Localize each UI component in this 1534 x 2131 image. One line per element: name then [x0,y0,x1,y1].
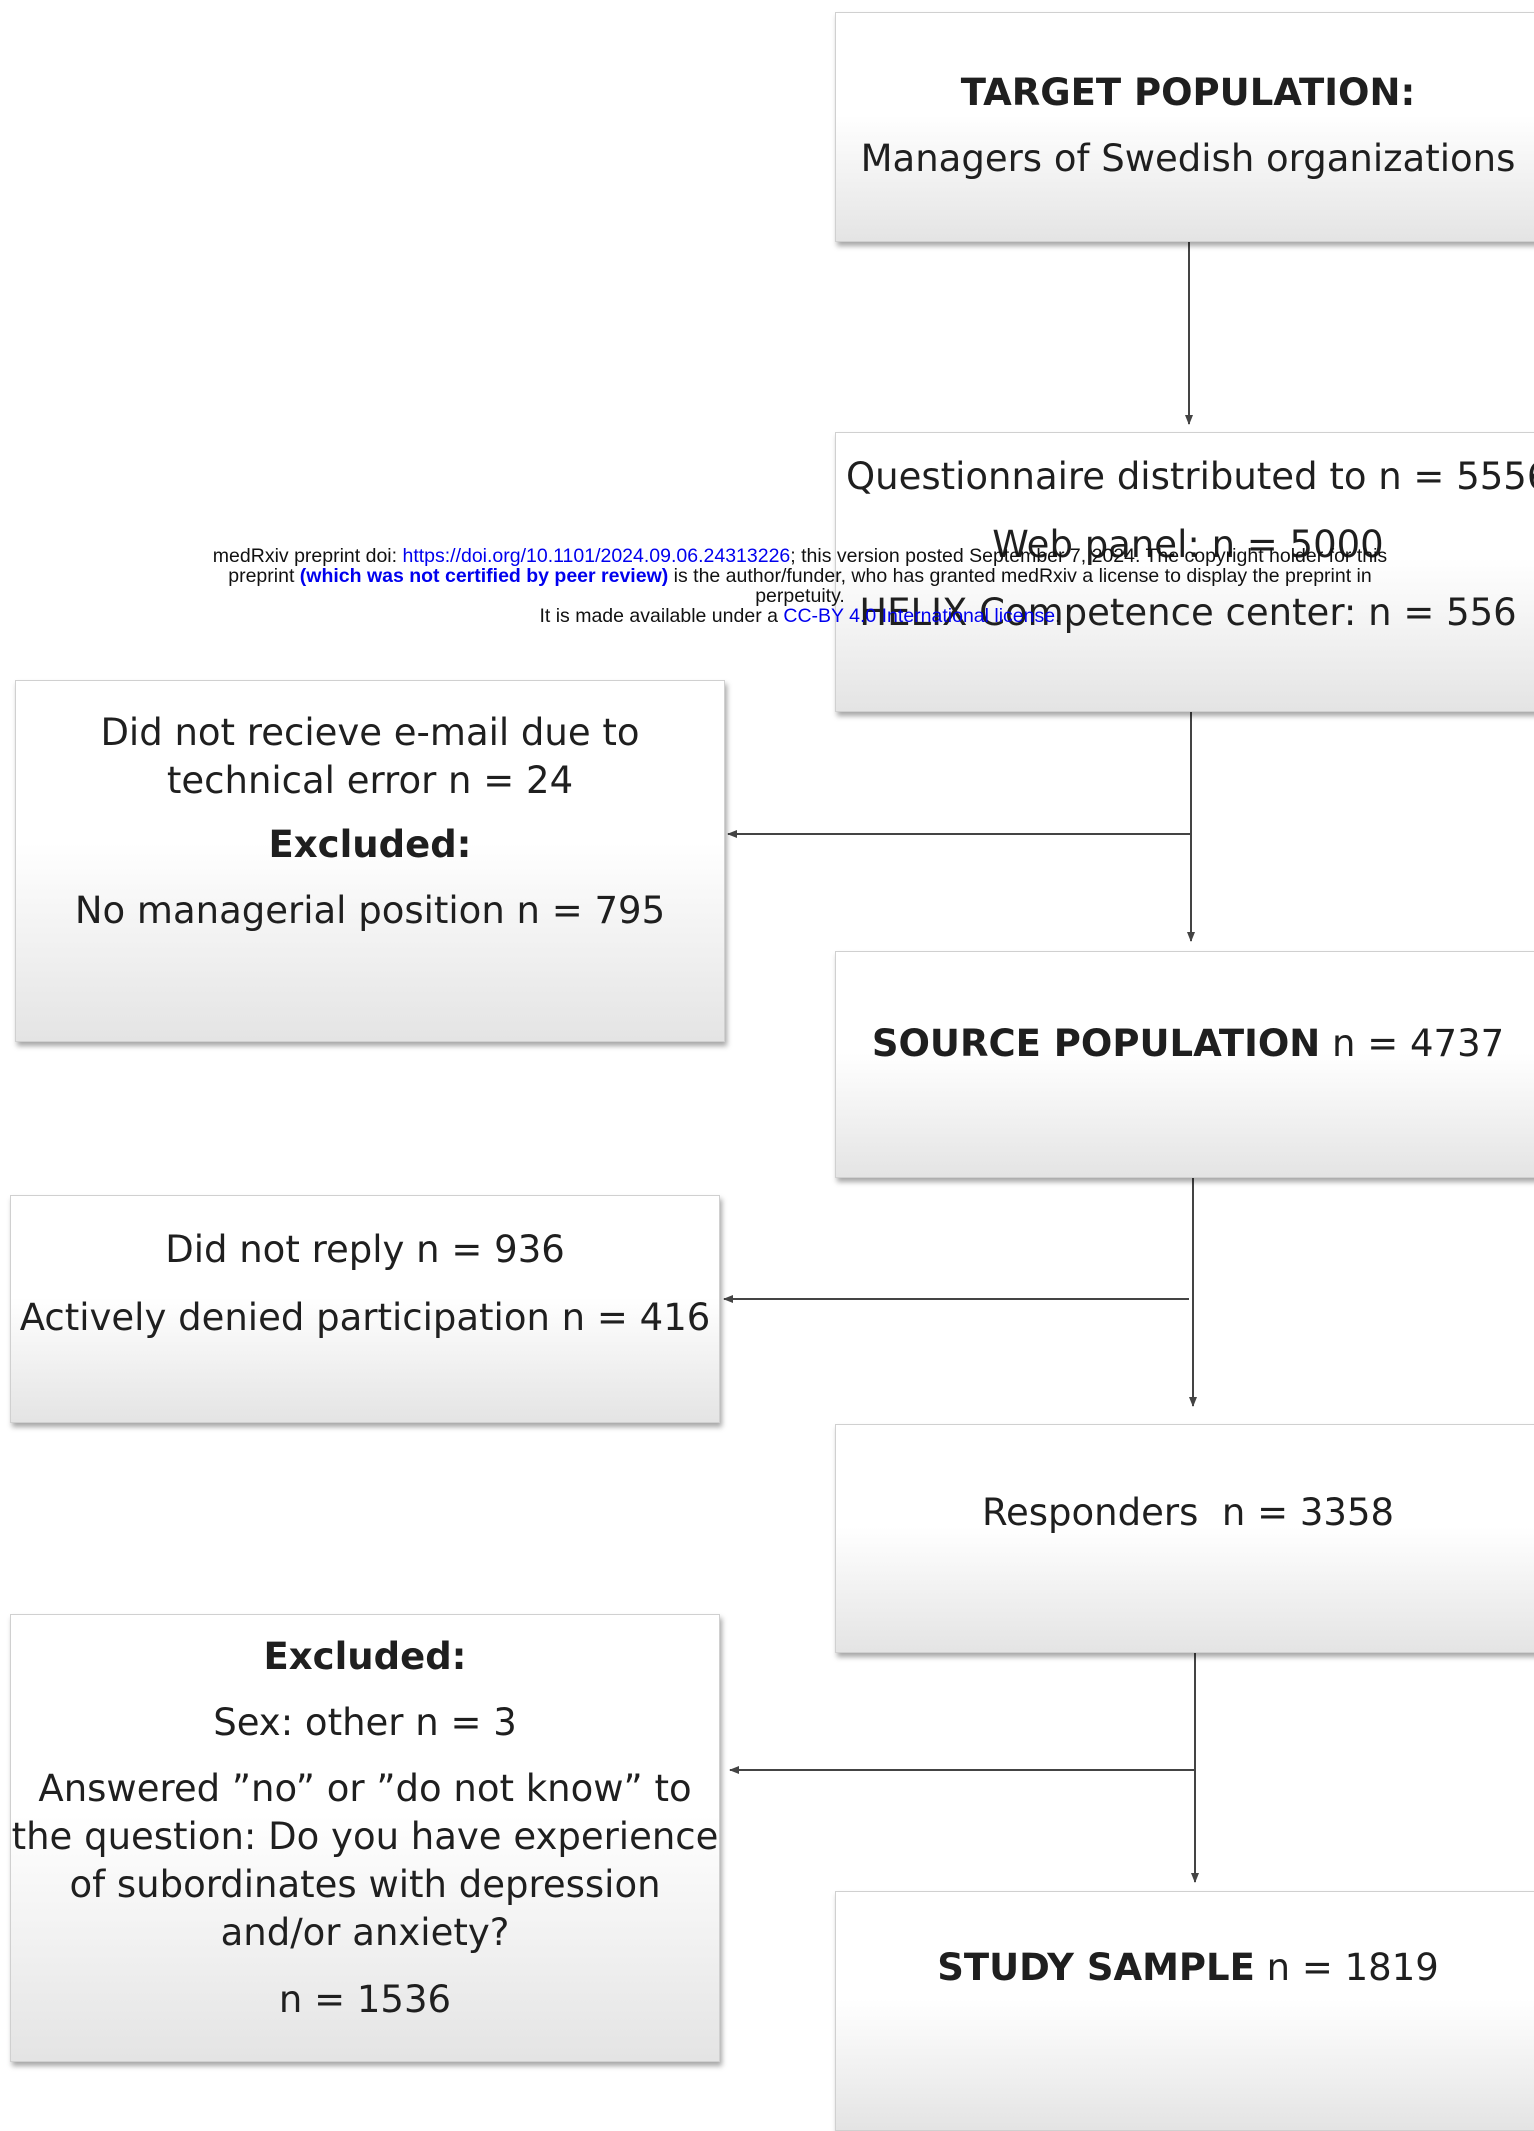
distributed-web-panel: Web panel: n = 5000 [992,523,1384,567]
watermark-line-2: preprint (which was not certified by pee… [90,566,1510,586]
study-sample-label: STUDY SAMPLE n = 1819 [937,1946,1439,1989]
excluded3-count: n = 1536 [278,1977,452,2021]
license-link[interactable]: CC-BY 4.0 International license [783,605,1056,627]
doi-link[interactable]: https://doi.org/10.1101/2024.09.06.24313… [402,545,791,567]
excluded3-heading: Excluded: [263,1635,467,1678]
watermark-line-1: medRxiv preprint doi: https://doi.org/10… [90,546,1510,566]
medrxiv-watermark: medRxiv preprint doi: https://doi.org/10… [90,546,1510,626]
study-sample-box: STUDY SAMPLE n = 1819 [835,1891,1534,2131]
target-text: Managers of Swedish organizations [860,137,1516,181]
source-population-label: SOURCE POPULATION n = 4737 [871,1022,1505,1065]
excluded3-answered-line1: Answered ”no” or ”do not know” to [38,1767,692,1811]
distributed-total: Questionnaire distributed to n = 5556 [846,455,1534,498]
excluded-box-1: Did not recieve e-mail due to technical … [15,680,725,1042]
watermark-period: . [1055,605,1061,627]
watermark-line-3: perpetuity. [755,585,845,607]
watermark-license-grant: is the author/funder, who has granted me… [668,565,1372,587]
target-heading: TARGET POPULATION: [960,71,1416,114]
excluded2-did-not-reply: Did not reply n = 936 [165,1228,565,1271]
target-population-box: TARGET POPULATION: Managers of Swedish o… [835,12,1534,242]
responders-box: Responders n = 3358 [835,1424,1534,1653]
distributed-helix: HELIX Competence center: n = 556 [859,591,1517,635]
excluded3-sex-other: Sex: other n = 3 [213,1701,517,1745]
watermark-line-4: It is made available under a CC-BY 4.0 I… [90,606,1510,626]
source-population-box: SOURCE POPULATION n = 4737 [835,951,1534,1178]
watermark-available: It is made available under a [539,605,784,627]
excluded3-answered-line2: the question: Do you have experience [11,1815,719,1859]
watermark-posted: ; this version posted September 7, 2024.… [790,545,1388,567]
excluded1-email-line1: Did not recieve e-mail due to [100,711,640,754]
watermark-prefix: medRxiv preprint doi: [212,545,403,567]
excluded2-denied: Actively denied participation n = 416 [19,1296,711,1340]
distributed-box: Questionnaire distributed to n = 5556 We… [835,432,1534,712]
excluded3-answered-line4: and/or anxiety? [220,1911,510,1955]
responders-label: Responders n = 3358 [981,1491,1395,1534]
watermark-preprint: preprint [228,565,300,587]
excluded1-email-line2: technical error n = 24 [166,759,574,803]
watermark-peer-review: (which was not certified by peer review) [299,565,669,587]
excluded1-heading: Excluded: [268,823,472,867]
excluded1-no-managerial: No managerial position n = 795 [74,889,666,933]
excluded-box-3: Excluded: Sex: other n = 3 Answered ”no”… [10,1614,720,2062]
excluded-box-2: Did not reply n = 936 Actively denied pa… [10,1195,720,1423]
excluded3-answered-line3: of subordinates with depression [69,1863,661,1907]
